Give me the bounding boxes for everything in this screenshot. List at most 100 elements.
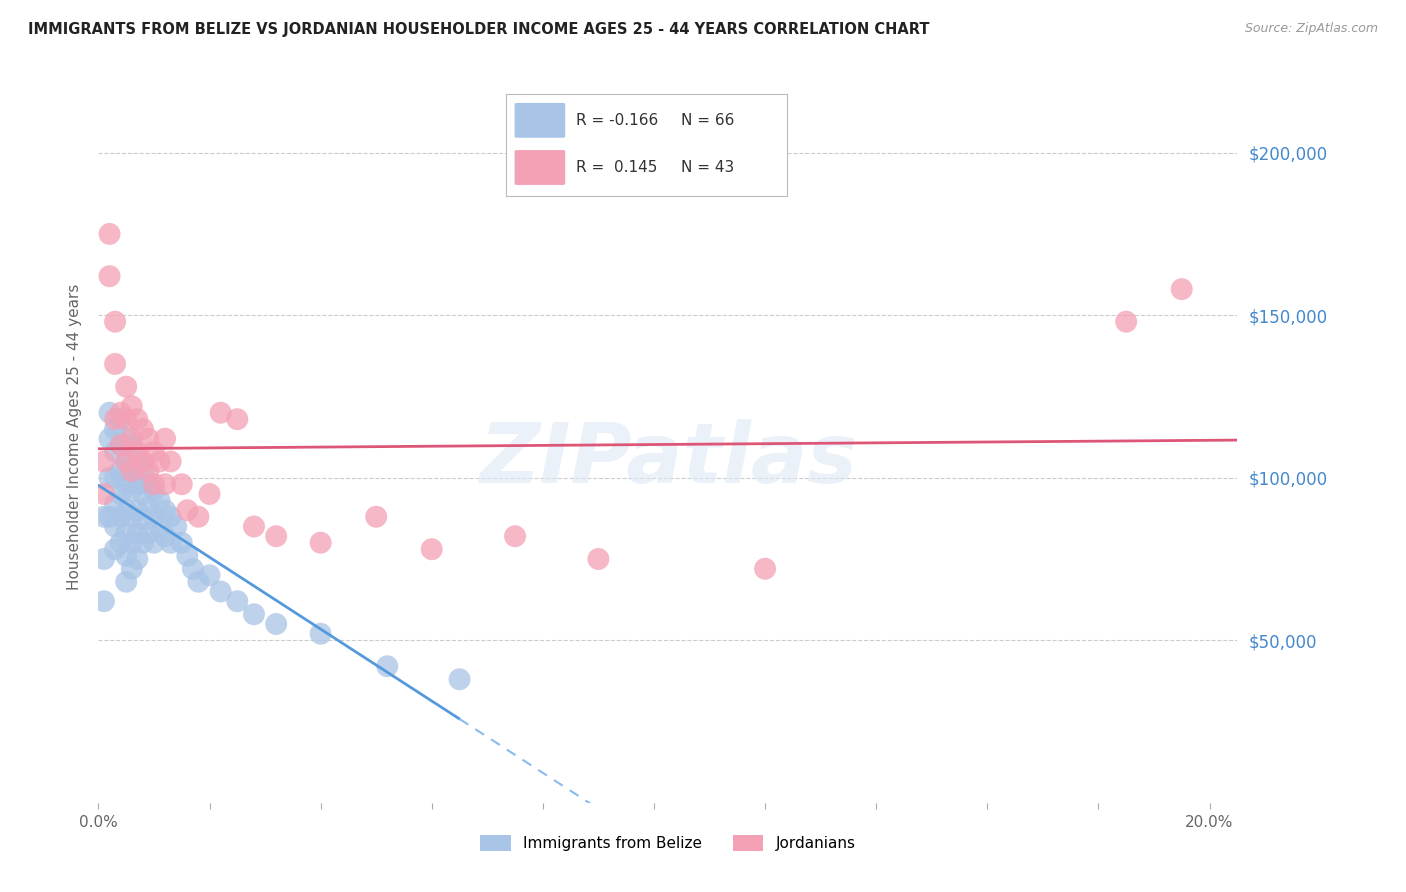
- Point: [98, 227, 121, 241]
- Point: [110, 464, 132, 478]
- Point: [110, 487, 132, 501]
- Point: [115, 549, 138, 563]
- Point: [115, 380, 138, 394]
- Point: [153, 529, 176, 543]
- Point: [198, 487, 221, 501]
- Point: [104, 497, 127, 511]
- Point: [127, 444, 149, 458]
- Point: [121, 483, 143, 498]
- Point: [243, 607, 266, 622]
- Point: [159, 535, 181, 549]
- Point: [588, 552, 610, 566]
- Point: [138, 500, 160, 514]
- Point: [209, 406, 232, 420]
- Point: [198, 568, 221, 582]
- Point: [127, 454, 149, 468]
- Point: [132, 487, 155, 501]
- Point: [93, 487, 115, 501]
- Point: [110, 438, 132, 452]
- Point: [309, 626, 332, 640]
- Point: [170, 535, 193, 549]
- Point: [98, 406, 121, 420]
- Point: [98, 269, 121, 284]
- Point: [138, 477, 160, 491]
- Point: [115, 412, 138, 426]
- Point: [226, 412, 249, 426]
- Point: [127, 412, 149, 426]
- Point: [127, 503, 149, 517]
- Point: [115, 526, 138, 541]
- FancyBboxPatch shape: [515, 150, 565, 185]
- Point: [159, 454, 181, 468]
- Point: [121, 464, 143, 478]
- Point: [104, 542, 127, 557]
- Text: N = 66: N = 66: [681, 112, 734, 128]
- Point: [104, 412, 127, 426]
- Legend: Immigrants from Belize, Jordanians: Immigrants from Belize, Jordanians: [474, 830, 862, 857]
- Text: R = -0.166: R = -0.166: [576, 112, 658, 128]
- Point: [110, 438, 132, 452]
- Point: [1170, 282, 1192, 296]
- Point: [121, 509, 143, 524]
- Point: [98, 471, 121, 485]
- Text: R =  0.145: R = 0.145: [576, 160, 658, 175]
- Point: [93, 552, 115, 566]
- Point: [132, 535, 155, 549]
- Point: [93, 594, 115, 608]
- Point: [104, 471, 127, 485]
- Point: [148, 519, 170, 533]
- Point: [132, 513, 155, 527]
- Text: ZIPatlas: ZIPatlas: [479, 418, 856, 500]
- Point: [143, 444, 166, 458]
- Point: [127, 477, 149, 491]
- Text: N = 43: N = 43: [681, 160, 734, 175]
- Point: [93, 454, 115, 468]
- Point: [121, 535, 143, 549]
- Point: [115, 477, 138, 491]
- Point: [309, 535, 332, 549]
- Point: [176, 549, 198, 563]
- Point: [110, 535, 132, 549]
- Point: [143, 477, 166, 491]
- Point: [138, 526, 160, 541]
- Point: [115, 432, 138, 446]
- Point: [104, 444, 127, 458]
- Point: [127, 526, 149, 541]
- Point: [98, 509, 121, 524]
- Point: [132, 422, 155, 436]
- Point: [110, 406, 132, 420]
- Point: [121, 562, 143, 576]
- Point: [153, 432, 176, 446]
- Point: [143, 509, 166, 524]
- Point: [159, 509, 181, 524]
- Point: [104, 315, 127, 329]
- Point: [375, 659, 398, 673]
- Point: [121, 438, 143, 452]
- Point: [165, 519, 187, 533]
- Point: [503, 529, 526, 543]
- Y-axis label: Householder Income Ages 25 - 44 years: Householder Income Ages 25 - 44 years: [67, 284, 83, 591]
- Point: [181, 562, 204, 576]
- Point: [1115, 315, 1137, 329]
- Point: [98, 432, 121, 446]
- Point: [104, 422, 127, 436]
- Point: [93, 509, 115, 524]
- Point: [148, 454, 170, 468]
- Point: [104, 519, 127, 533]
- Point: [209, 584, 232, 599]
- Text: IMMIGRANTS FROM BELIZE VS JORDANIAN HOUSEHOLDER INCOME AGES 25 - 44 YEARS CORREL: IMMIGRANTS FROM BELIZE VS JORDANIAN HOUS…: [28, 22, 929, 37]
- Point: [127, 552, 149, 566]
- Point: [148, 493, 170, 508]
- Point: [176, 503, 198, 517]
- Point: [138, 432, 160, 446]
- Point: [121, 432, 143, 446]
- Point: [104, 357, 127, 371]
- Point: [153, 503, 176, 517]
- Point: [264, 529, 287, 543]
- Point: [110, 509, 132, 524]
- Point: [264, 617, 287, 632]
- Point: [243, 519, 266, 533]
- Point: [170, 477, 193, 491]
- Point: [115, 454, 138, 468]
- Point: [153, 477, 176, 491]
